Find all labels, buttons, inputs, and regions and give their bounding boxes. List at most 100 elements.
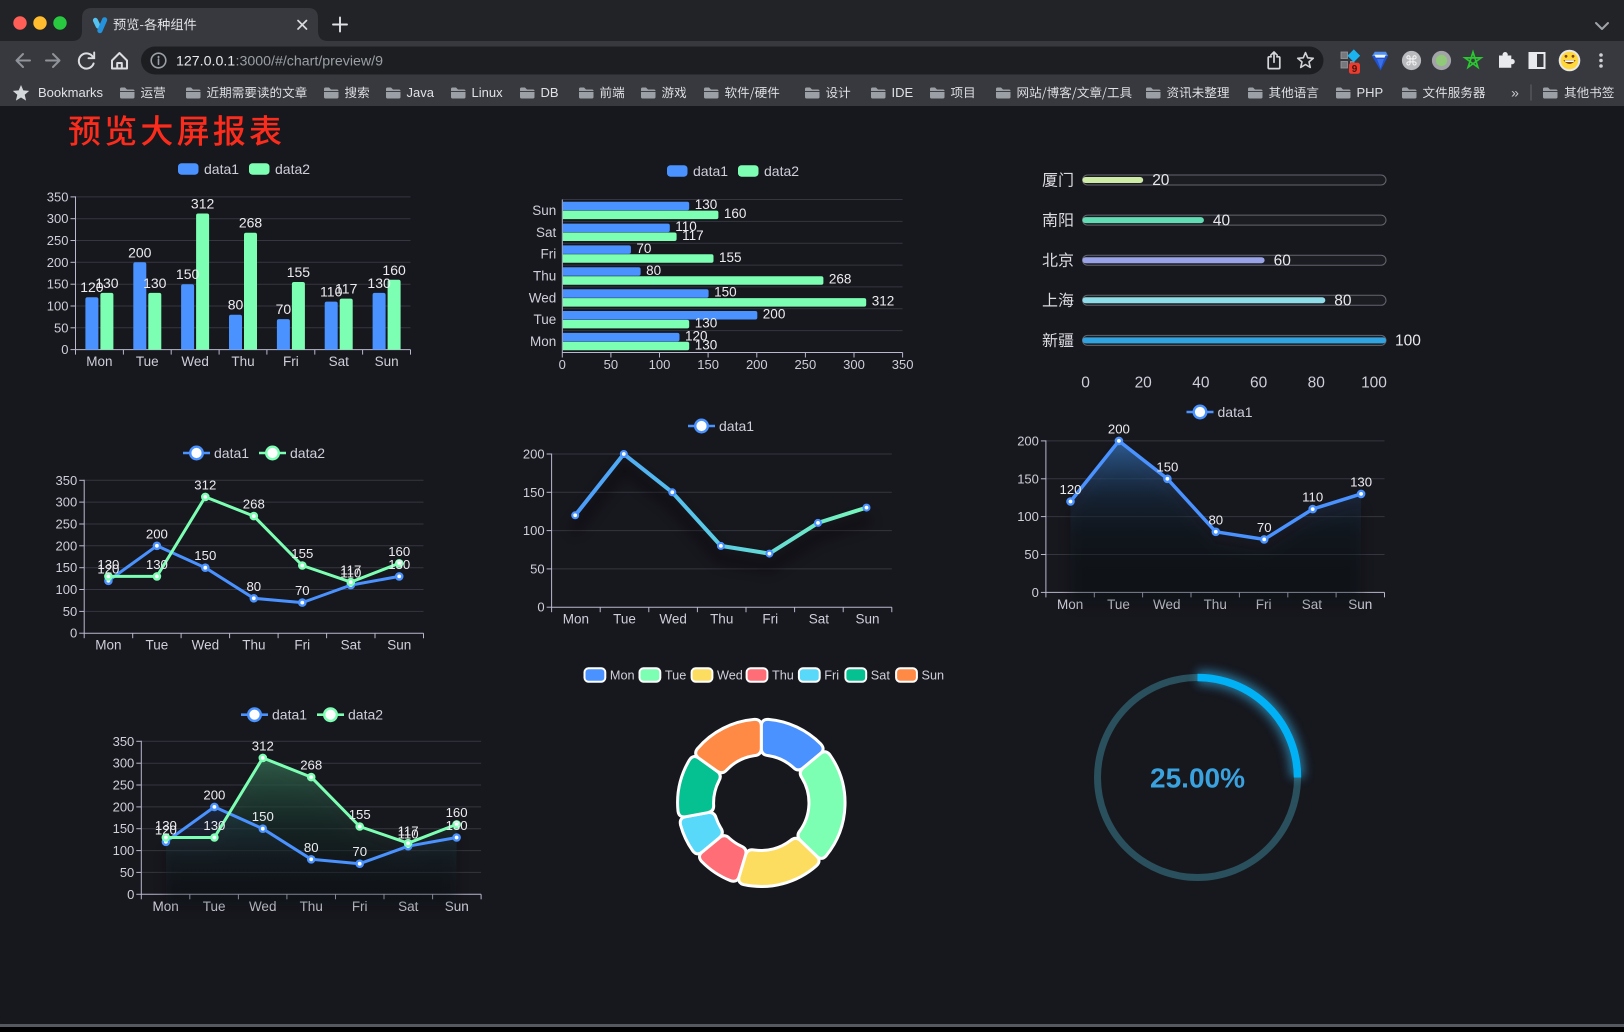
svg-text:data1: data1 [719, 418, 754, 434]
svg-text:70: 70 [276, 301, 292, 317]
svg-text:50: 50 [120, 865, 134, 880]
svg-text:50: 50 [54, 320, 68, 335]
svg-text:200: 200 [55, 538, 77, 553]
svg-text:130: 130 [367, 275, 391, 291]
svg-text:100: 100 [1395, 333, 1421, 350]
svg-text:Wed: Wed [529, 290, 557, 305]
svg-text:120: 120 [685, 328, 708, 343]
svg-text:Tue: Tue [534, 312, 557, 327]
svg-text:130: 130 [446, 818, 468, 833]
svg-text:Sun: Sun [855, 612, 879, 627]
svg-text:Sat: Sat [536, 225, 557, 240]
svg-text:Thu: Thu [710, 612, 733, 627]
svg-text:312: 312 [872, 294, 895, 309]
svg-text:312: 312 [191, 196, 215, 212]
svg-text:350: 350 [55, 473, 77, 488]
svg-text:Tue: Tue [665, 669, 686, 683]
svg-text:Wed: Wed [659, 612, 687, 627]
svg-text:Wed: Wed [192, 638, 220, 653]
svg-text:0: 0 [61, 342, 68, 357]
svg-text:130: 130 [695, 315, 718, 330]
svg-text:50: 50 [1024, 547, 1038, 562]
svg-text:110: 110 [675, 219, 697, 234]
svg-text:Wed: Wed [181, 354, 209, 369]
svg-text:250: 250 [113, 778, 135, 793]
svg-text:312: 312 [194, 477, 216, 492]
svg-text:268: 268 [243, 497, 265, 512]
svg-text:110: 110 [320, 284, 343, 300]
svg-text:80: 80 [1334, 293, 1352, 310]
svg-text:Mon: Mon [95, 638, 121, 653]
svg-text:160: 160 [388, 544, 410, 559]
svg-text:200: 200 [1017, 433, 1039, 448]
svg-text:Sat: Sat [871, 669, 891, 683]
svg-text:25.00%: 25.00% [1150, 763, 1245, 794]
svg-text:Fri: Fri [824, 669, 839, 683]
svg-text:300: 300 [55, 495, 77, 510]
svg-text:60: 60 [1274, 252, 1292, 269]
svg-text:200: 200 [128, 244, 152, 260]
svg-text:Sat: Sat [329, 354, 350, 369]
svg-text:200: 200 [203, 787, 225, 802]
svg-text:»: » [1511, 85, 1519, 101]
svg-text:Fri: Fri [541, 247, 557, 262]
svg-text:data1: data1 [693, 163, 728, 179]
svg-text:Bookmarks: Bookmarks [38, 85, 104, 100]
svg-text:160: 160 [382, 262, 406, 278]
svg-text:350: 350 [47, 189, 69, 204]
svg-text:250: 250 [795, 357, 817, 372]
svg-text:130: 130 [95, 275, 119, 291]
svg-text:120: 120 [97, 561, 119, 576]
svg-text:100: 100 [113, 843, 135, 858]
svg-text:155: 155 [719, 250, 742, 265]
svg-text:Tue: Tue [136, 354, 159, 369]
svg-text:160: 160 [724, 206, 747, 221]
svg-text:50: 50 [604, 357, 618, 372]
svg-text:Fri: Fri [762, 612, 778, 627]
svg-text:PHP: PHP [1357, 85, 1384, 100]
svg-text:100: 100 [55, 582, 77, 597]
svg-text:100: 100 [1017, 509, 1039, 524]
svg-text:130: 130 [203, 818, 225, 833]
svg-text:data1: data1 [204, 161, 239, 177]
svg-text:Sun: Sun [387, 638, 411, 653]
svg-text:Thu: Thu [772, 669, 794, 683]
svg-text:150: 150 [113, 821, 135, 836]
svg-text:80: 80 [246, 579, 261, 594]
svg-text:250: 250 [47, 233, 69, 248]
svg-text:data1: data1 [272, 707, 307, 723]
svg-text:Tue: Tue [146, 638, 169, 653]
svg-text:50: 50 [63, 604, 77, 619]
svg-text:200: 200 [523, 447, 545, 462]
svg-text:0: 0 [559, 357, 566, 372]
svg-text:0: 0 [1081, 375, 1090, 392]
svg-text:120: 120 [155, 822, 177, 837]
svg-text:150: 150 [523, 485, 545, 500]
svg-text:DB: DB [541, 85, 559, 100]
svg-text:data2: data2 [348, 707, 383, 723]
svg-text:data2: data2 [290, 445, 325, 461]
svg-text:120: 120 [80, 279, 104, 295]
svg-text:Thu: Thu [231, 354, 254, 369]
svg-text:117: 117 [335, 281, 358, 297]
svg-text:70: 70 [295, 583, 310, 598]
svg-text:155: 155 [291, 546, 313, 561]
svg-text:117: 117 [682, 228, 704, 243]
svg-text::3000/#/chart/preview/9: :3000/#/chart/preview/9 [236, 54, 384, 70]
svg-text:Mon: Mon [530, 334, 556, 349]
svg-text:Sun: Sun [375, 354, 399, 369]
svg-text:200: 200 [146, 526, 168, 541]
svg-text:130: 130 [388, 557, 410, 572]
svg-text:250: 250 [55, 517, 77, 532]
svg-text:130: 130 [146, 557, 168, 572]
svg-text:117: 117 [398, 824, 419, 839]
svg-text:Sun: Sun [532, 203, 556, 218]
svg-text:268: 268 [239, 215, 263, 231]
svg-text:70: 70 [1257, 520, 1272, 535]
svg-text:150: 150 [47, 277, 69, 292]
svg-text:Linux: Linux [472, 85, 504, 100]
svg-text:150: 150 [1156, 459, 1178, 474]
svg-text:300: 300 [47, 211, 69, 226]
svg-text:60: 60 [1250, 375, 1268, 392]
svg-text:130: 130 [1350, 474, 1372, 489]
